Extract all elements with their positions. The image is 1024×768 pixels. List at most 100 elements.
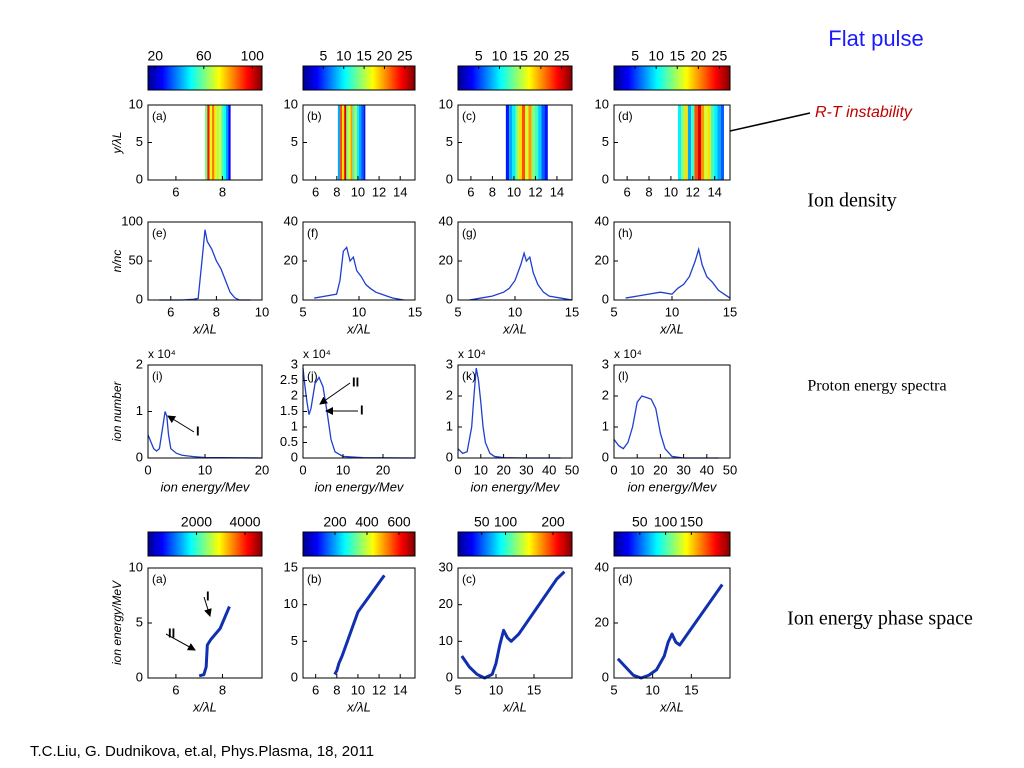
y-tick-label: 0 xyxy=(136,669,143,684)
annotation-arrow xyxy=(165,633,196,651)
phase-curve xyxy=(333,574,386,676)
x-tick-label: 5 xyxy=(610,682,617,697)
y-tick-label: 0 xyxy=(136,171,143,186)
x-axis-label: x/λL xyxy=(346,699,371,714)
y-tick-label: 20 xyxy=(439,596,453,611)
heat-column xyxy=(681,105,685,180)
colorbar xyxy=(457,65,573,91)
x-axis-label: x/λL xyxy=(659,699,684,714)
panel-label: (i) xyxy=(152,369,163,383)
axes-frame xyxy=(457,364,573,459)
y-tick-label: 0 xyxy=(136,449,143,464)
x-tick-label: 20 xyxy=(653,462,667,477)
x-tick-label: 14 xyxy=(550,184,564,199)
x-axis-label: x/λL xyxy=(502,699,527,714)
x-tick-label: 14 xyxy=(707,184,721,199)
y-tick-label: 5 xyxy=(136,134,143,149)
y-tick-label: 0 xyxy=(446,449,453,464)
colorbar-tick-label: 200 xyxy=(323,514,347,530)
y-tick-label: 0 xyxy=(446,171,453,186)
y-tick-label: 10 xyxy=(129,559,143,574)
heat-column xyxy=(521,105,526,180)
heat-column xyxy=(209,105,212,180)
axes-box xyxy=(613,364,731,459)
colorbar-tick-label: 2000 xyxy=(181,514,212,530)
colorbar-tick-label: 4000 xyxy=(229,514,260,530)
colorbar-tick-label: 100 xyxy=(241,48,265,64)
x-tick-label: 6 xyxy=(167,304,174,319)
x-tick-label: 6 xyxy=(312,184,319,199)
phase-curve xyxy=(460,570,566,680)
y-tick-label: 10 xyxy=(284,96,298,111)
x-axis-label: ion energy/Mev xyxy=(628,479,718,494)
x-axis-label: x/λL xyxy=(192,321,217,336)
panel-label: (c) xyxy=(462,572,476,586)
annotation: II xyxy=(168,625,175,640)
rt-label: R-T instability xyxy=(815,104,913,121)
x-tick-label: 50 xyxy=(723,462,737,477)
x-tick-label: 15 xyxy=(723,304,737,319)
heat-column xyxy=(707,105,711,180)
y-tick-label: 10 xyxy=(439,633,453,648)
heat-column xyxy=(518,105,522,180)
y-axis-label: n/nc xyxy=(110,250,124,273)
x-tick-label: 0 xyxy=(299,462,306,477)
y-tick-label: 0 xyxy=(291,449,298,464)
y-tick-label: 20 xyxy=(595,614,609,629)
colorbar-tick-label: 10 xyxy=(492,48,508,64)
heat-column xyxy=(211,105,215,180)
panel-label: (h) xyxy=(618,226,633,240)
panel-label: (a) xyxy=(152,109,167,123)
heat-column xyxy=(684,105,688,180)
panel-label: (e) xyxy=(152,226,167,240)
y-tick-label: 30 xyxy=(439,559,453,574)
colorbar-tick-label: 50 xyxy=(474,514,490,530)
x-tick-label: 12 xyxy=(372,682,386,697)
x-tick-label: 8 xyxy=(645,184,652,199)
heat-column xyxy=(228,105,231,180)
x-axis-label: x/λL xyxy=(502,321,527,336)
x-tick-label: 15 xyxy=(565,304,579,319)
x-tick-label: 8 xyxy=(219,184,226,199)
heat-column xyxy=(704,105,708,180)
axes-box xyxy=(147,364,263,459)
y-tick-label: 5 xyxy=(602,134,609,149)
heat-column xyxy=(359,105,362,180)
x-tick-label: 10 xyxy=(336,462,350,477)
x-tick-label: 12 xyxy=(528,184,542,199)
y-tick-label: 0 xyxy=(136,291,143,306)
y-tick-label: 10 xyxy=(439,96,453,111)
x-tick-label: 20 xyxy=(496,462,510,477)
y-tick-label: 3 xyxy=(446,356,453,371)
annotation: II xyxy=(352,374,359,389)
y-axis-label: y/λL xyxy=(110,132,124,155)
heat-column xyxy=(363,105,366,180)
heat-column xyxy=(223,105,226,180)
x-tick-label: 12 xyxy=(686,184,700,199)
x-tick-label: 5 xyxy=(299,304,306,319)
x-tick-label: 10 xyxy=(630,462,644,477)
axes-box xyxy=(302,221,416,301)
x-tick-label: 15 xyxy=(408,304,422,319)
y-tick-label: 0 xyxy=(602,291,609,306)
y-tick-label: 10 xyxy=(129,96,143,111)
x-axis-label: x/λL xyxy=(659,321,684,336)
x-tick-label: 6 xyxy=(624,184,631,199)
colorbar-tick-label: 60 xyxy=(196,48,212,64)
y-tick-label: 100 xyxy=(121,213,143,228)
x-tick-label: 20 xyxy=(255,462,269,477)
heat-column xyxy=(720,105,724,180)
x-tick-label: 5 xyxy=(454,304,461,319)
colorbar-tick-label: 25 xyxy=(712,48,728,64)
x-axis-label: ion energy/Mev xyxy=(161,479,251,494)
x-tick-label: 8 xyxy=(333,184,340,199)
y-tick-label: 2 xyxy=(602,387,609,402)
x-tick-label: 12 xyxy=(372,184,386,199)
y-tick-label: 40 xyxy=(595,559,609,574)
annotation: I xyxy=(360,402,364,417)
panel-label: (d) xyxy=(618,109,633,123)
heat-column xyxy=(515,105,519,180)
heat-column xyxy=(339,105,343,180)
x-tick-label: 6 xyxy=(172,682,179,697)
x-axis-label: x/λL xyxy=(192,699,217,714)
